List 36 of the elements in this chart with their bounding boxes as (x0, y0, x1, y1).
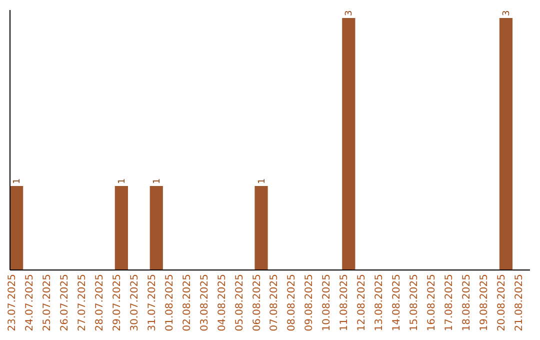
x-tick-label: 17.08.2025 (444, 274, 456, 332)
data-label: 3 (502, 10, 512, 16)
x-tick-label: 25.07.2025 (42, 274, 54, 332)
x-tick-label: 09.08.2025 (304, 274, 316, 332)
x-tick-label: 18.08.2025 (462, 274, 473, 332)
x-tick-label: 20.08.2025 (496, 274, 508, 332)
x-tick-label: 29.07.2025 (112, 274, 123, 332)
x-tick-label: 21.08.2025 (514, 274, 525, 332)
x-tick-label: 12.08.2025 (356, 274, 368, 332)
x-tick-label: 06.08.2025 (252, 274, 263, 332)
data-label: 1 (117, 178, 128, 184)
x-tick-label: 11.08.2025 (339, 274, 350, 332)
x-tick-label: 30.07.2025 (129, 274, 140, 332)
x-tick-label: 31.07.2025 (146, 274, 158, 332)
data-label: 1 (152, 178, 162, 184)
x-tick-label: 23.07.2025 (7, 274, 18, 332)
data-label: 1 (12, 178, 23, 184)
x-tick-label: 01.08.2025 (164, 274, 176, 332)
x-tick-label: 27.07.2025 (76, 274, 88, 332)
x-tick-label: 14.08.2025 (392, 274, 403, 332)
data-label: 3 (344, 10, 355, 16)
x-tick-label: 07.08.2025 (269, 274, 280, 332)
x-tick-label: 03.08.2025 (199, 274, 210, 332)
x-tick-label: 16.08.2025 (426, 274, 438, 332)
x-tick-label: 24.07.2025 (24, 274, 36, 332)
x-tick-label: 13.08.2025 (374, 274, 386, 332)
x-tick-label: 28.07.2025 (94, 274, 106, 332)
data-label: 1 (257, 178, 268, 184)
x-tick-label: 19.08.2025 (478, 274, 490, 332)
x-tick-label: 15.08.2025 (409, 274, 420, 332)
x-tick-label: 10.08.2025 (322, 274, 333, 332)
x-tick-label: 04.08.2025 (216, 274, 228, 332)
x-tick-label: 02.08.2025 (182, 274, 193, 332)
x-tick-label: 08.08.2025 (286, 274, 298, 332)
x-tick-label: 05.08.2025 (234, 274, 246, 332)
x-tick-label: 26.07.2025 (59, 274, 70, 332)
